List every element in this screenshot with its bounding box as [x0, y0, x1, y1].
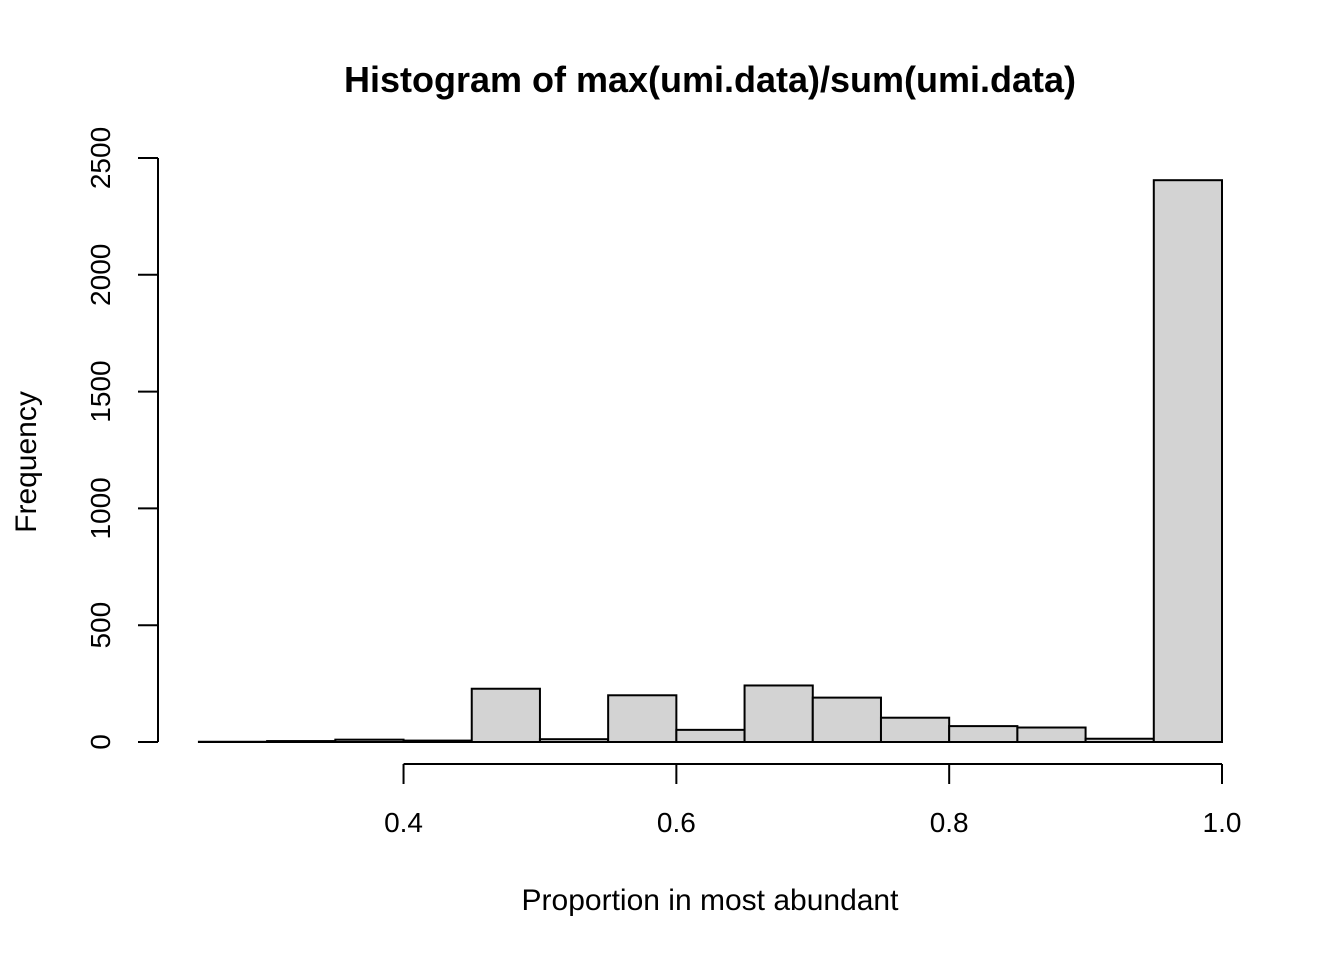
- x-axis: 0.4 0.6 0.8 1.0: [384, 763, 1242, 838]
- histogram-bar: [948, 725, 1019, 743]
- histogram-bar: [1016, 726, 1087, 743]
- histogram-bar: [1084, 737, 1155, 744]
- x-tick-label: 0.8: [930, 807, 969, 838]
- y-axis: 0 500 1000 1500 2000 2500: [85, 127, 159, 750]
- x-tick-label: 0.4: [384, 807, 423, 838]
- y-tick-label: 2500: [85, 127, 116, 189]
- y-tick-label: 2000: [85, 244, 116, 306]
- y-tick-label: 0: [85, 734, 116, 750]
- y-tick-label: 1000: [85, 477, 116, 539]
- y-axis-label: Frequency: [10, 391, 43, 533]
- histogram-bar: [538, 738, 610, 743]
- y-tick-label: 500: [85, 602, 116, 649]
- x-tick-label: 1.0: [1203, 807, 1242, 838]
- histogram-bar: [402, 739, 473, 743]
- histogram-bar: [743, 684, 814, 744]
- histogram-bar: [675, 728, 746, 743]
- histogram-bar: [879, 716, 951, 744]
- bars-group: [197, 179, 1224, 744]
- histogram-bar: [811, 696, 882, 744]
- x-tick-label: 0.6: [657, 807, 696, 838]
- histogram-bar: [266, 740, 337, 744]
- histogram-bar: [334, 738, 405, 744]
- chart-title: Histogram of max(umi.data)/sum(umi.data): [344, 59, 1076, 100]
- histogram-bar: [607, 694, 678, 744]
- histogram-bar: [470, 687, 541, 743]
- y-tick-label: 1500: [85, 360, 116, 422]
- histogram-bar: [1152, 179, 1224, 743]
- x-axis-label: Proportion in most abundant: [522, 884, 900, 917]
